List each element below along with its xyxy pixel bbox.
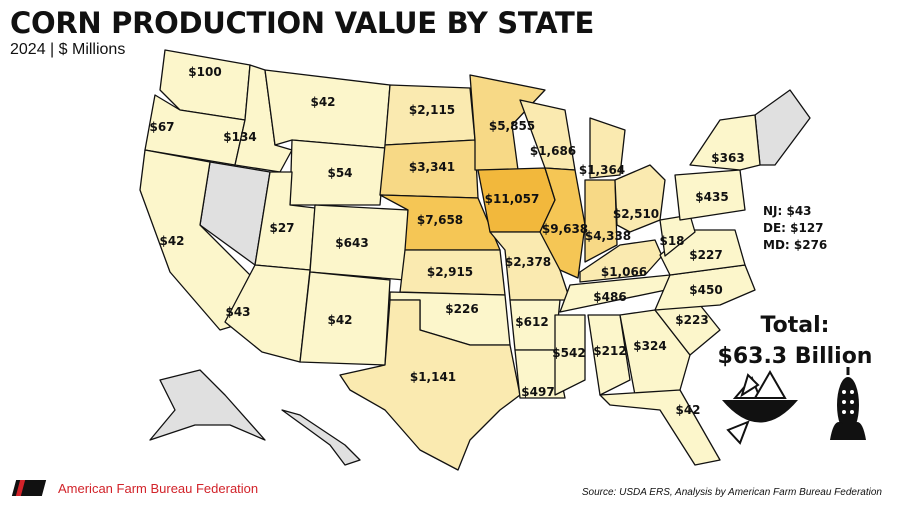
small-state-de: DE: $127: [763, 221, 824, 235]
state-label-il: $9,638: [542, 222, 588, 236]
state-ms: [554, 314, 586, 396]
state-al: [587, 314, 631, 396]
state-label-in: $4,338: [585, 229, 631, 243]
state-label-nc: $450: [689, 283, 722, 297]
state-label-oh: $2,510: [613, 207, 659, 221]
state-label-ia: $11,057: [485, 192, 540, 206]
state-label-co: $643: [335, 236, 368, 250]
state-label-mi: $1,364: [579, 163, 625, 177]
afbf-logo: American Farm Bureau Federation: [11, 480, 259, 496]
state-label-mt: $42: [310, 95, 335, 109]
state-label-ks: $2,915: [427, 265, 473, 279]
state-label-nd: $2,115: [409, 103, 455, 117]
small-state-md: MD: $276: [763, 238, 828, 252]
state-tx: [339, 299, 521, 471]
nachos-icon: [722, 369, 798, 445]
state-label-id: $134: [223, 130, 256, 144]
page-title: CORN PRODUCTION VALUE BY STATE: [10, 6, 594, 40]
state-label-ne: $7,658: [417, 213, 463, 227]
state-label-fl: $42: [675, 403, 700, 417]
corn-icon: [830, 367, 866, 440]
state-label-nm: $42: [327, 313, 352, 327]
total-value: $63.3 Billion: [717, 344, 873, 369]
state-label-mo: $2,378: [505, 255, 551, 269]
state-la: [514, 349, 566, 399]
state-ak: [149, 369, 266, 441]
state-label-wa: $100: [188, 65, 221, 79]
state-fl: [599, 389, 721, 466]
state-label-wy: $54: [327, 166, 352, 180]
state-label-wi: $1,686: [530, 144, 576, 158]
state-label-al: $212: [593, 344, 626, 358]
state-label-ok: $226: [445, 302, 478, 316]
state-label-ga: $324: [633, 339, 666, 353]
source-note: Source: USDA ERS, Analysis by American F…: [581, 487, 882, 498]
total-label: Total:: [760, 313, 830, 338]
total-box: Total: $63.3 Billion: [705, 310, 885, 372]
state-il: [539, 167, 586, 279]
small-state-nj: NJ: $43: [763, 204, 812, 218]
state-in: [584, 179, 618, 263]
org-name: American Farm Bureau Federation: [58, 480, 259, 496]
state-ny: [689, 114, 761, 171]
state-label-pa: $435: [695, 190, 728, 204]
subtitle: 2024 | $ Millions: [10, 41, 126, 58]
state-wi: [519, 99, 576, 171]
state-label-ut: $27: [269, 221, 294, 235]
state-mi: [589, 117, 626, 179]
state-label-wv: $18: [659, 234, 684, 248]
state-label-ar: $612: [515, 315, 548, 329]
state-ga: [619, 309, 691, 396]
state-label-va: $227: [689, 248, 722, 262]
state-label-mn: $5,855: [489, 119, 535, 133]
state-label-ny: $363: [711, 151, 744, 165]
state-label-tx: $1,141: [410, 370, 456, 384]
state-label-ky: $1,066: [601, 265, 647, 279]
state-az: [224, 264, 311, 363]
state-label-or: $67: [149, 120, 174, 134]
state-mt: [264, 69, 391, 149]
state-label-ca: $42: [159, 234, 184, 248]
state-hi: [281, 409, 361, 466]
state-label-ms: $542: [552, 346, 585, 360]
fb-logo-icon: [11, 480, 47, 496]
state-label-az: $43: [225, 305, 250, 319]
small-states-legend: NJ: $43 DE: $127 MD: $276: [763, 203, 827, 254]
state-new-england: [754, 89, 811, 166]
state-pa: [674, 169, 746, 221]
state-label-sc: $223: [675, 313, 708, 327]
state-label-tn: $486: [593, 290, 626, 304]
state-label-sd: $3,341: [409, 160, 455, 174]
state-label-la: $497: [521, 385, 554, 399]
